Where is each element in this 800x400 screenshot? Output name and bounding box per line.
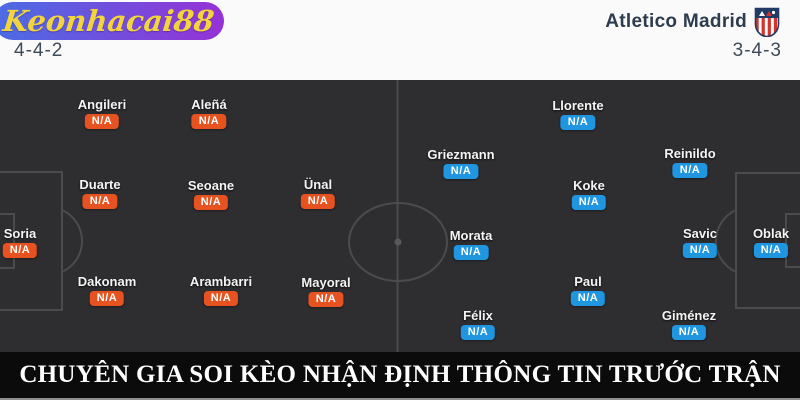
player-status-badge: N/A (300, 194, 336, 209)
player-name: Mayoral (301, 275, 351, 290)
right-goal-area (785, 213, 800, 268)
player-dakonam: Dakonam N/A (77, 274, 137, 306)
player-oblak: Oblak N/A (753, 227, 789, 258)
player-soria: Soria N/A (2, 226, 38, 258)
left-penalty-arc (61, 209, 83, 273)
player-status-badge: N/A (560, 115, 596, 130)
player-status-badge: N/A (191, 114, 227, 129)
player-status-badge: N/A (89, 291, 125, 306)
player-arambarri: Arambarri N/A (190, 275, 252, 306)
right-penalty-area (735, 172, 800, 309)
player-status-badge: N/A (2, 243, 38, 258)
away-team-name: Atletico Madrid (605, 11, 747, 32)
banner-text: CHUYÊN GIA SOI KÈO NHẬN ĐỊNH THÔNG TIN T… (19, 361, 781, 388)
player-gimenez: Giménez N/A (662, 309, 716, 340)
player-name: Ünal (303, 177, 333, 192)
away-team-header: Atletico Madrid (605, 7, 780, 38)
player-status-badge: N/A (84, 114, 120, 129)
home-formation: 4-4-2 (14, 40, 64, 61)
player-status-badge: N/A (308, 292, 344, 307)
pitch-markings (0, 80, 800, 352)
player-name: Paul (574, 274, 602, 289)
player-name: Savic (683, 226, 717, 241)
player-llorente: Llorente N/A (552, 98, 604, 130)
player-angileri: Angileri N/A (78, 98, 126, 129)
player-name: Reinildo (664, 146, 716, 161)
player-status-badge: N/A (682, 243, 718, 258)
player-status-badge: N/A (453, 245, 489, 260)
player-name: Aleñá (191, 97, 227, 112)
player-status-badge: N/A (672, 163, 708, 178)
right-penalty-arc (715, 209, 737, 273)
bottom-banner: CHUYÊN GIA SOI KÈO NHẬN ĐỊNH THÔNG TIN T… (0, 352, 800, 398)
player-status-badge: N/A (460, 325, 496, 340)
player-status-badge: N/A (82, 194, 118, 209)
player-status-badge: N/A (443, 164, 479, 179)
player-status-badge: N/A (671, 325, 707, 340)
atletico-madrid-crest-icon (754, 7, 780, 38)
left-penalty-area (0, 171, 63, 311)
player-morata: Morata N/A (449, 228, 493, 260)
player-paul: Paul N/A (570, 274, 606, 306)
player-name: Seoane (187, 178, 235, 193)
player-mayoral: Mayoral N/A (301, 275, 351, 307)
player-reinildo: Reinildo N/A (664, 146, 716, 178)
player-status-badge: N/A (753, 243, 789, 258)
player-seoane: Seoane N/A (188, 179, 234, 210)
player-status-badge: N/A (571, 195, 607, 210)
player-name: Soria (3, 226, 37, 241)
player-alena: Aleñá N/A (191, 97, 227, 129)
player-name: Dakonam (77, 274, 137, 289)
left-goal-area (0, 213, 15, 269)
player-name: Félix (463, 308, 493, 323)
player-name: Angileri (77, 97, 127, 112)
site-logo[interactable]: Keonhacai88 (0, 2, 224, 40)
center-circle (348, 202, 448, 282)
player-felix: Félix N/A (460, 308, 496, 340)
center-spot (394, 238, 402, 246)
player-griezmann: Griezmann N/A (427, 147, 495, 179)
player-status-badge: N/A (570, 291, 606, 306)
bottom-strip (0, 398, 800, 400)
player-name: Arambarri (189, 274, 253, 289)
player-koke: Koke N/A (571, 178, 607, 210)
player-name: Oblak (752, 226, 790, 241)
header: Keonhacai88 4-4-2 Atletico Madrid (0, 0, 800, 81)
player-name: Llorente (552, 98, 604, 113)
player-savic: Savic N/A (682, 226, 718, 258)
away-formation: 3-4-3 (732, 40, 782, 61)
site-logo-text: Keonhacai88 (1, 4, 217, 38)
player-unal: Ünal N/A (300, 177, 336, 209)
player-name: Koke (573, 178, 605, 193)
player-name: Duarte (79, 177, 121, 192)
player-name: Griezmann (427, 147, 495, 162)
player-status-badge: N/A (193, 195, 229, 210)
player-name: Giménez (661, 308, 717, 323)
pitch: Soria N/A Angileri N/A Aleñá N/A Duarte N/A Seoa… (0, 80, 800, 352)
player-name: Morata (449, 228, 493, 243)
player-duarte: Duarte N/A (79, 177, 121, 209)
player-status-badge: N/A (203, 291, 239, 306)
